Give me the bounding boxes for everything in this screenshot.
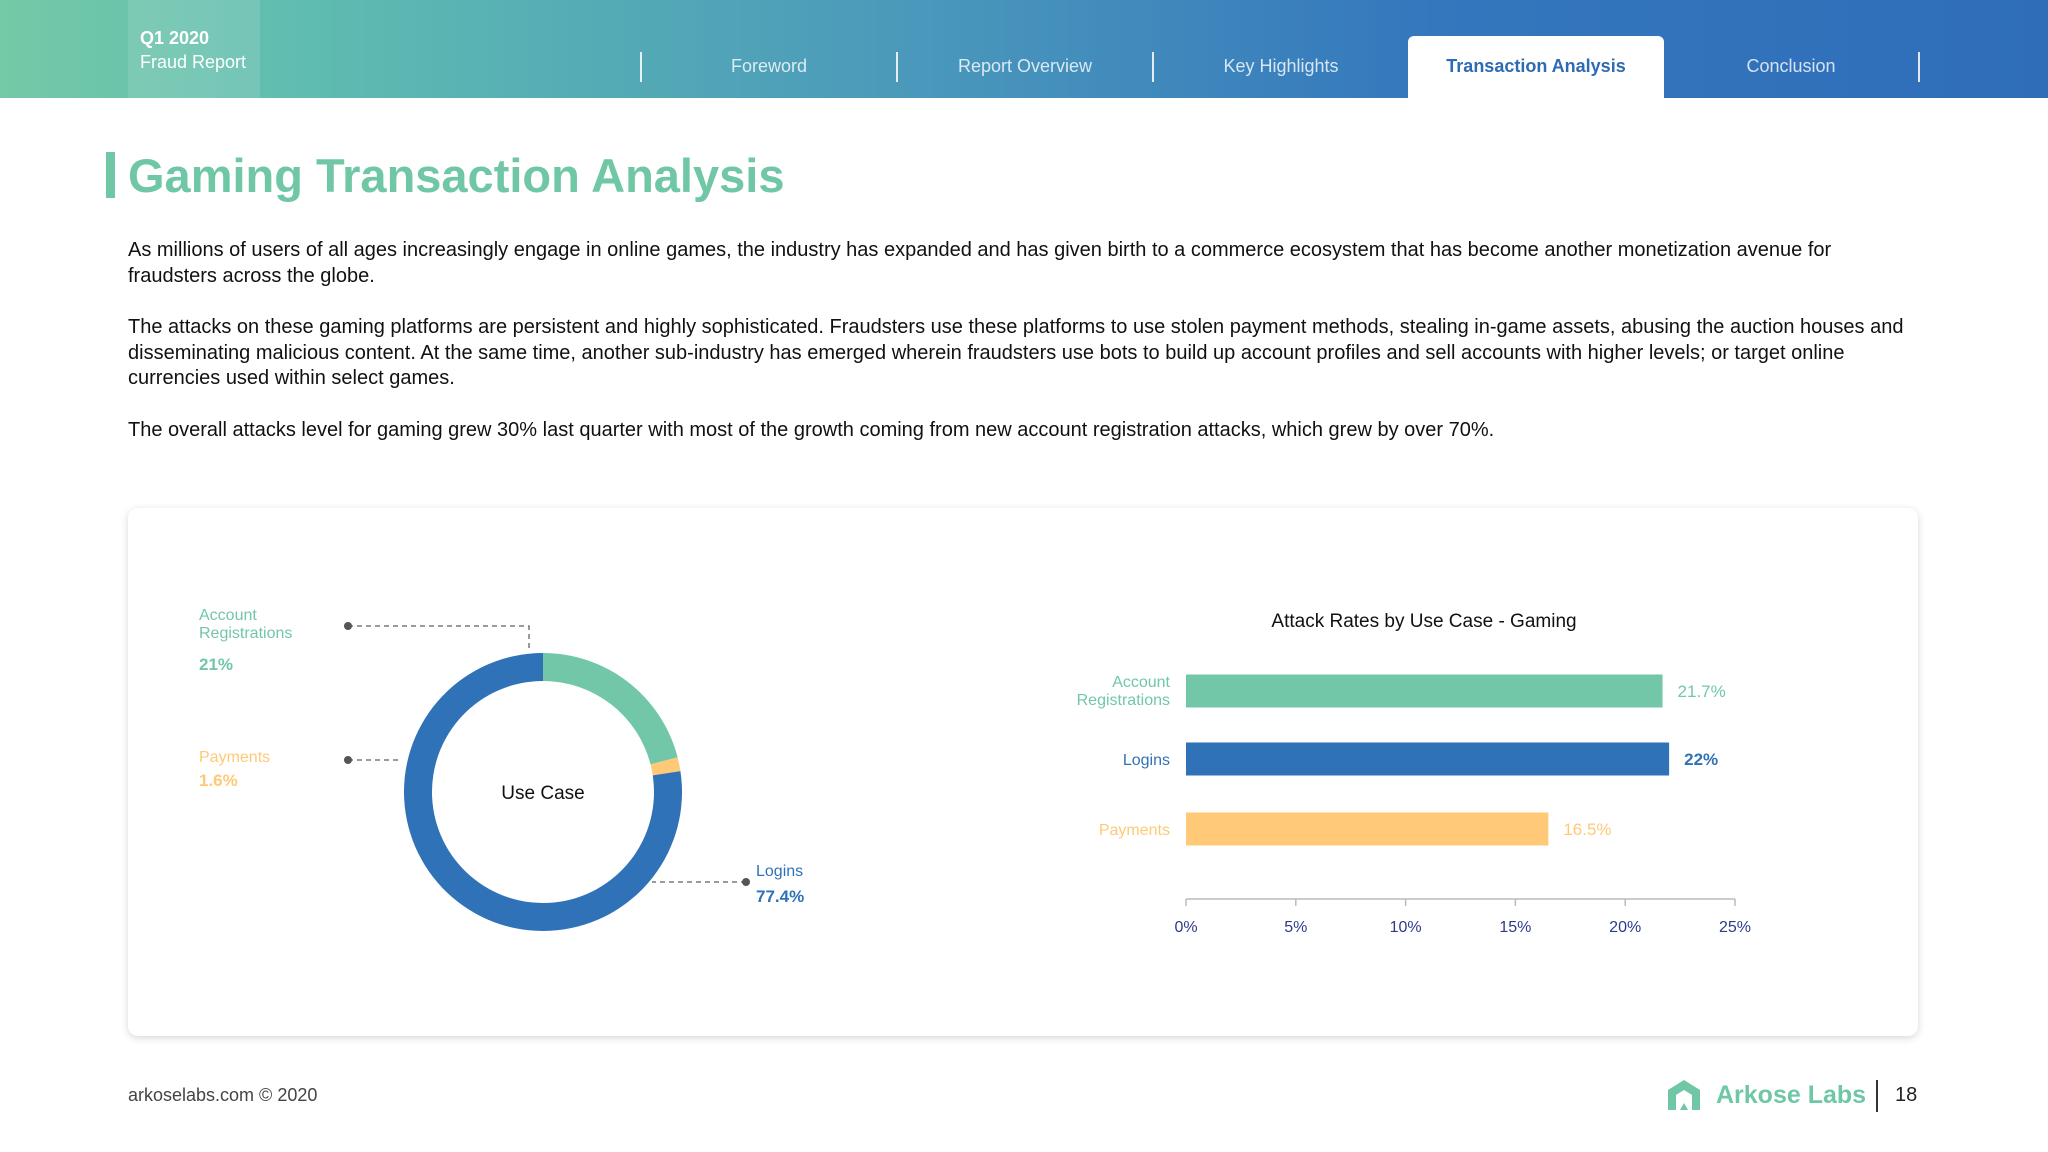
bar-category-label: Payments <box>1099 822 1170 839</box>
footer-divider <box>1876 1080 1878 1112</box>
x-tick-label: 5% <box>1284 919 1307 936</box>
x-tick-label: 25% <box>1719 919 1751 936</box>
donut-label: Logins <box>756 863 803 880</box>
x-tick-label: 20% <box>1609 919 1641 936</box>
chart-card: Use Case Account Registrations 21% Payments 1… <box>128 508 1918 1036</box>
nav-divider <box>896 52 898 82</box>
attacks-paragraph: The attacks on these gaming platforms ar… <box>128 316 1904 389</box>
callout-dot <box>344 622 352 630</box>
callout-dot <box>742 878 750 886</box>
arkose-logo-text: Arkose Labs <box>1716 1081 1867 1109</box>
page-title: Gaming Transaction Analysis <box>128 149 785 202</box>
bar-chart-title: Attack Rates by Use Case - Gaming <box>1271 611 1576 632</box>
bar-value-label: 16.5% <box>1563 820 1611 839</box>
x-tick-label: 10% <box>1390 919 1422 936</box>
callout-line <box>348 625 530 648</box>
copyright-text: arkoselabs.com © 2020 <box>128 1085 318 1105</box>
donut-label: Account Registrations <box>199 607 292 642</box>
nav-divider <box>1152 52 1154 82</box>
title-accent-bar <box>106 152 115 198</box>
tab-report-overview[interactable]: Report Overview <box>957 56 1093 76</box>
donut-label: Payments <box>199 749 270 766</box>
bar-category-label: Logins <box>1123 752 1170 769</box>
callout-dot <box>344 756 352 764</box>
growth-paragraph: The overall attacks level for gaming gre… <box>128 419 1495 441</box>
donut-value-label: 1.6% <box>199 771 238 790</box>
page-number: 18 <box>1895 1084 1918 1106</box>
nav-divider <box>640 52 642 82</box>
x-tick-label: 15% <box>1499 919 1531 936</box>
bar-value-label: 21.7% <box>1678 682 1726 701</box>
x-tick-label: 0% <box>1174 919 1197 936</box>
header-bar <box>0 0 2048 98</box>
donut-slice-payments <box>650 757 681 776</box>
intro-paragraph: As millions of users of all ages increas… <box>128 239 1832 287</box>
report-name: Fraud Report <box>140 52 247 72</box>
donut-value-label: 21% <box>199 655 233 674</box>
bar-value-label: 22% <box>1684 750 1718 769</box>
nav-divider <box>1918 52 1920 82</box>
donut-center-title: Use Case <box>501 783 584 804</box>
tab-foreword[interactable]: Foreword <box>730 56 808 76</box>
tab-conclusion[interactable]: Conclusion <box>1746 56 1836 76</box>
bar-payments <box>1186 812 1549 846</box>
bar-logins <box>1186 742 1670 776</box>
tab-transaction-analysis[interactable]: Transaction Analysis <box>1408 36 1664 98</box>
donut-slice-account-registrations <box>543 653 678 765</box>
charts-canvas: Use Case Account Registrations 21% Payments 1… <box>199 607 1751 936</box>
donut-value-label: 77.4% <box>756 887 804 906</box>
bar-account-registrations <box>1186 674 1663 708</box>
report-badge <box>128 0 260 98</box>
tab-key-highlights[interactable]: Key Highlights <box>1223 56 1339 76</box>
arkose-logo-icon <box>1668 1080 1700 1110</box>
bar-category-label: Account Registrations <box>1077 674 1171 709</box>
report-period: Q1 2020 <box>140 28 210 48</box>
